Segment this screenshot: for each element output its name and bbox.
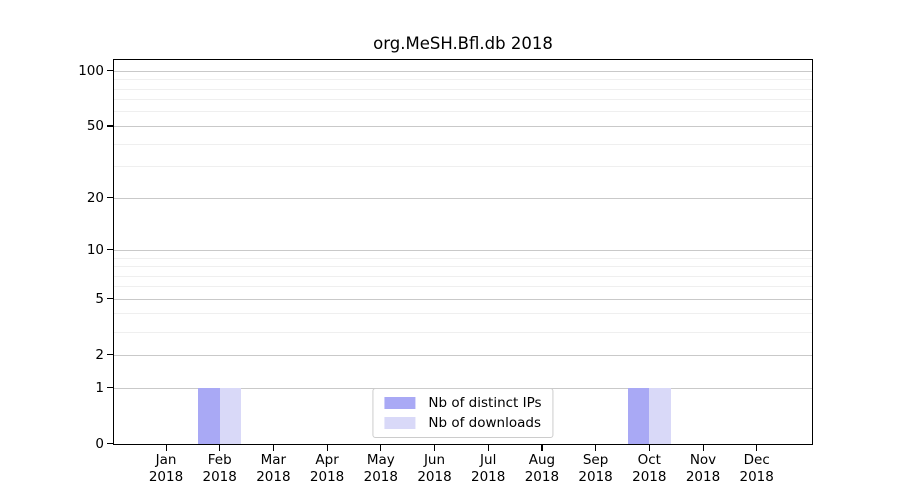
gridline-minor-8 [114,266,812,267]
x-tick-label-aug: Aug 2018 [524,451,560,485]
legend-item-downloads: Nb of downloads [384,416,541,430]
x-tick-label-jul: Jul 2018 [471,451,506,485]
x-tick-label-dec: Dec 2018 [739,451,774,485]
x-tick-jun [434,444,436,451]
legend-swatch-distinct-ips [384,397,416,409]
x-tick-dec [756,444,758,451]
x-tick-label-may: May 2018 [363,451,398,485]
chart-title: org.MeSH.Bfl.db 2018 [373,34,553,53]
bar-distinct-ips-oct [627,388,650,444]
y-tick-label-5: 5 [95,290,104,307]
x-tick-nov [702,444,704,451]
gridline-major-2 [114,354,812,356]
y-tick-50 [107,125,114,127]
y-tick-label-20: 20 [86,189,104,206]
x-tick-label-feb: Feb 2018 [202,451,237,485]
y-tick-2 [107,354,114,356]
gridline-minor-7 [114,275,812,277]
y-tick-5 [107,298,114,300]
bar-downloads-oct [649,388,671,444]
x-tick-oct [648,444,650,451]
legend-swatch-downloads [384,417,416,429]
x-tick-label-jun: Jun 2018 [417,451,452,485]
plot-area: Nb of distinct IPs Nb of downloads [113,59,813,445]
x-tick-sep [595,444,597,451]
legend: Nb of distinct IPs Nb of downloads [372,388,554,438]
gridline-major-20 [114,197,812,199]
gridline-minor-4 [114,313,812,315]
y-tick-20 [107,197,114,199]
x-tick-label-oct: Oct 2018 [632,451,667,485]
x-tick-mar [272,444,275,451]
legend-item-distinct-ips: Nb of distinct IPs [384,395,542,411]
y-tick-label-100: 100 [78,62,104,79]
gridline-major-5 [114,298,812,300]
y-tick-label-1: 1 [95,379,104,396]
x-tick-aug [541,444,543,451]
bar-distinct-ips-feb [198,388,220,444]
x-tick-label-sep: Sep 2018 [578,451,613,485]
gridline-minor-80 [114,88,812,90]
y-tick-label-2: 2 [95,346,104,363]
bar-downloads-feb [219,388,242,444]
x-tick-feb [219,444,221,451]
gridline-minor-60 [114,111,812,113]
gridline-major-50 [114,125,812,127]
gridline-minor-9 [114,257,812,259]
x-tick-apr [326,444,328,451]
gridline-minor-30 [114,166,812,168]
x-tick-label-nov: Nov 2018 [685,451,721,485]
y-tick-label-50: 50 [86,117,104,134]
x-tick-label-apr: Apr 2018 [309,451,345,485]
gridline-minor-70 [114,99,812,101]
x-tick-jul [487,444,489,451]
legend-label-downloads: Nb of downloads [428,415,541,431]
x-tick-may [380,444,382,451]
gridline-minor-90 [114,79,812,81]
y-tick-0 [107,443,114,445]
x-tick-label-jan: Jan 2018 [148,451,184,485]
x-tick-jan [165,444,167,451]
gridline-minor-40 [114,143,812,145]
y-tick-label-0: 0 [95,435,104,452]
gridline-major-10 [114,249,812,251]
legend-label-distinct-ips: Nb of distinct IPs [428,395,542,411]
y-tick-100 [107,70,114,72]
y-tick-label-10: 10 [86,241,104,258]
x-tick-label-mar: Mar 2018 [256,451,291,485]
y-tick-1 [107,387,114,389]
y-tick-10 [107,249,114,251]
gridline-major-100 [114,70,812,72]
gridline-minor-3 [114,331,812,333]
gridline-minor-6 [114,286,812,288]
